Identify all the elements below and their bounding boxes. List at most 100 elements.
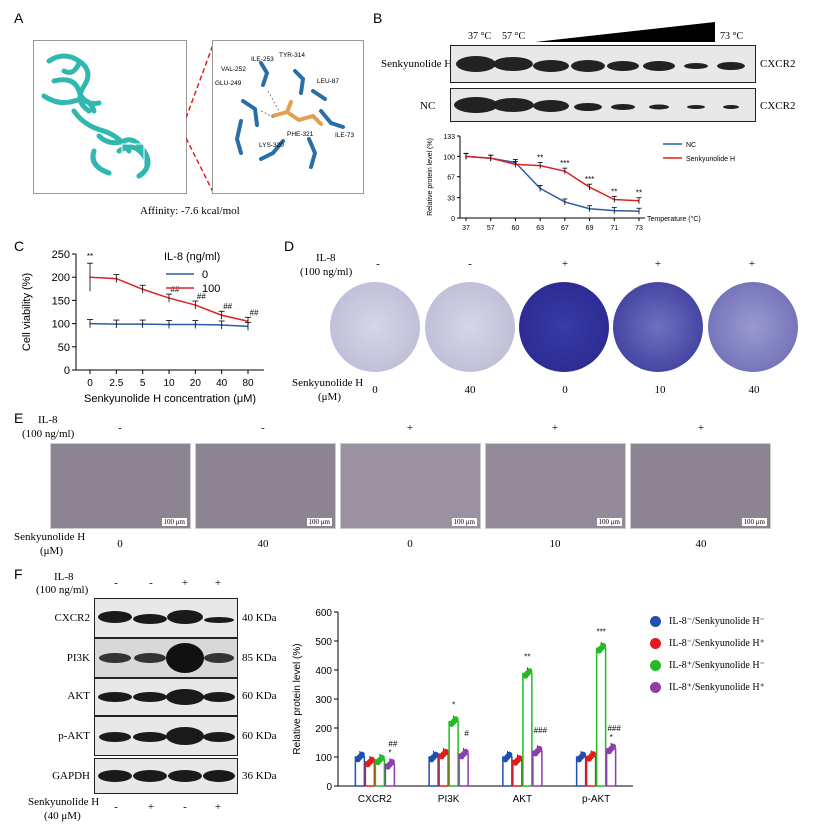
chart-c-xtick-label-0: 0 (87, 378, 93, 389)
chart-f-ytick-label-5: 500 (315, 637, 332, 648)
legend-dot-1 (650, 615, 661, 627)
chart-f-point-3-3-2 (610, 743, 617, 750)
chart-c-xtick-label-5: 40 (216, 378, 228, 389)
chart-c-annotation-4: ## (250, 308, 259, 317)
chart-f-point-2-0-2 (506, 751, 513, 758)
panel-d-il8-sign-2: - (468, 258, 472, 270)
residue-label-val252: VAL-252 (221, 66, 246, 73)
chart-c-xlabel: Senkyunolide H concentration (μM) (84, 393, 256, 405)
chart-f-point-1-0-2 (432, 751, 439, 758)
chart-b-ytick-label-4: 133 (443, 134, 455, 141)
legend-dot-3 (650, 659, 661, 671)
scalebar-4: 100 μm (596, 518, 622, 526)
panel-d-il8-sign-3: + (561, 258, 569, 270)
panel-f-il8-sign-3: + (181, 577, 189, 589)
panel-d-senk-value-2: 40 (464, 384, 476, 396)
chart-b-annotation-4: ** (636, 189, 642, 198)
chart-f-bar-2-3 (532, 750, 543, 787)
panel-f-il8-sign-4: + (214, 577, 222, 589)
chart-b-ytick-label-2: 67 (447, 175, 455, 182)
panel-label-a: A (14, 10, 24, 26)
residue-label-leu87: LEU-87 (317, 78, 339, 85)
chart-f-xtick-label-1: PI3K (438, 794, 460, 805)
legend-item-2: IL-8⁻/Senkyunolide H⁺ (650, 632, 815, 654)
chart-c-xtick-label-3: 10 (163, 378, 175, 389)
chart-f-point-1-1-2 (442, 748, 449, 755)
chart-b-legend-label-1: Senkyunolide H (686, 156, 735, 163)
chart-b-ytick-label-1: 33 (447, 196, 455, 203)
chart-f-bar-3-3 (605, 748, 617, 787)
blot-target-label-2: CXCR2 (760, 100, 796, 112)
chart-f-bar-1-2 (448, 720, 459, 787)
micrograph-5: 100 μm (630, 443, 771, 529)
chart-f-annotation-star-8: * (610, 733, 613, 742)
panel-label-e: E (14, 410, 24, 426)
panel-e-il8-sign-2: - (261, 422, 265, 434)
panel-e-senk-unit: (μM) (40, 545, 64, 557)
panel-f-senk-unit: (40 μM) (44, 810, 81, 822)
panel-d-senk-value-3: 0 (562, 384, 568, 396)
temperature-gradient-wedge (535, 22, 715, 42)
chart-f-annotation-5: ### (534, 726, 548, 735)
chart-f-ylabel: Relative protein level (%) (292, 643, 303, 754)
temp-label-73: 73 °C (720, 31, 744, 42)
panel-d-senk-value-1: 0 (372, 384, 378, 396)
legend-dot-2 (650, 637, 661, 649)
blot-kda-gapdh: 36 KDa (242, 770, 277, 782)
cetsa-bands-nc (454, 97, 739, 113)
blot-kda-p-akt: 60 KDa (242, 730, 277, 742)
legend-label-1: IL-8⁻/Senkyunolide H⁻ (669, 615, 765, 627)
western-blot-gapdh (94, 758, 238, 794)
chart-f-bar-2-2 (522, 672, 533, 787)
panel-e-il8-sign-4: + (551, 422, 559, 434)
panel-e-senk-value-3: 0 (407, 538, 413, 550)
panel-label-d: D (284, 238, 295, 254)
panel-label-b: B (373, 10, 383, 26)
panel-label-c: C (14, 238, 25, 254)
chart-b-legend-label-0: NC (686, 142, 696, 149)
chart-c-ytick-label-2: 100 (52, 319, 70, 331)
chart-b-series-line-1 (465, 155, 640, 202)
bands-p-akt (99, 727, 235, 745)
chart-f-point-3-1-2 (590, 751, 597, 758)
chart-f-point-2-3-2 (536, 745, 543, 752)
chart-f-ytick-label-0: 0 (326, 782, 332, 793)
blot-label-p-akt: p-AKT (58, 730, 90, 742)
protein-ribbon-graphic (41, 53, 151, 179)
residue-label-tyr314: TYR-314 (279, 52, 305, 59)
chart-c-annotation-1: ## (171, 285, 180, 294)
chart-f-point-1-3-2 (462, 748, 469, 755)
legend-item-1: IL-8⁻/Senkyunolide H⁻ (650, 610, 815, 632)
chart-c-ytick-label-3: 150 (52, 295, 70, 307)
residue-label-phe321: PHE-321 (287, 131, 314, 138)
panel-d-senk-value-5: 40 (748, 384, 760, 396)
chart-f-annotation-2: * (452, 701, 455, 710)
bands-akt (98, 689, 235, 705)
chart-c-ylabel: Cell viability (%) (21, 273, 33, 351)
chart-b-xtick-label-3: 63 (536, 225, 544, 232)
legend-item-3: IL-8⁺/Senkyunolide H⁻ (650, 654, 815, 676)
blot-row-label-senkyunolide: Senkyunolide H (381, 58, 453, 70)
chart-f-point-0-2-2 (378, 754, 385, 761)
chart-f-point-2-1-2 (516, 755, 523, 762)
chart-b-xtick-label-7: 73 (635, 225, 643, 232)
chart-f-point-2-2-2 (526, 668, 533, 675)
chart-b-annotation-3: ** (611, 188, 617, 197)
panel-label-f: F (14, 566, 23, 582)
panel-f-il8-sign-1: - (114, 577, 118, 589)
chart-c-legend-title: IL-8 (ng/ml) (164, 251, 220, 263)
chart-f-annotation-6: *** (596, 627, 605, 636)
micrograph-3: 100 μm (340, 443, 481, 529)
chart-f-point-1-2-2 (452, 716, 459, 723)
panel-d-senk-value-4: 10 (654, 384, 666, 396)
legend-dot-4 (650, 681, 661, 693)
chart-f-xtick-label-3: p-AKT (582, 794, 610, 805)
chart-c-annotation-3: ## (223, 302, 232, 311)
chart-b-xtick-label-4: 67 (561, 225, 569, 232)
chart-f-ytick-label-3: 300 (315, 695, 332, 706)
chart-c-xtick-label-4: 20 (190, 378, 202, 389)
blot-kda-cxcr2: 40 KDa (242, 612, 277, 624)
legend-item-4: IL-8⁺/Senkyunolide H⁺ (650, 676, 815, 698)
chart-c-ytick-label-5: 250 (52, 249, 70, 261)
binding-site-graphic: TYR-314 ILE-253 VAL-252 GLU-249 LEU-87 P… (215, 52, 355, 169)
